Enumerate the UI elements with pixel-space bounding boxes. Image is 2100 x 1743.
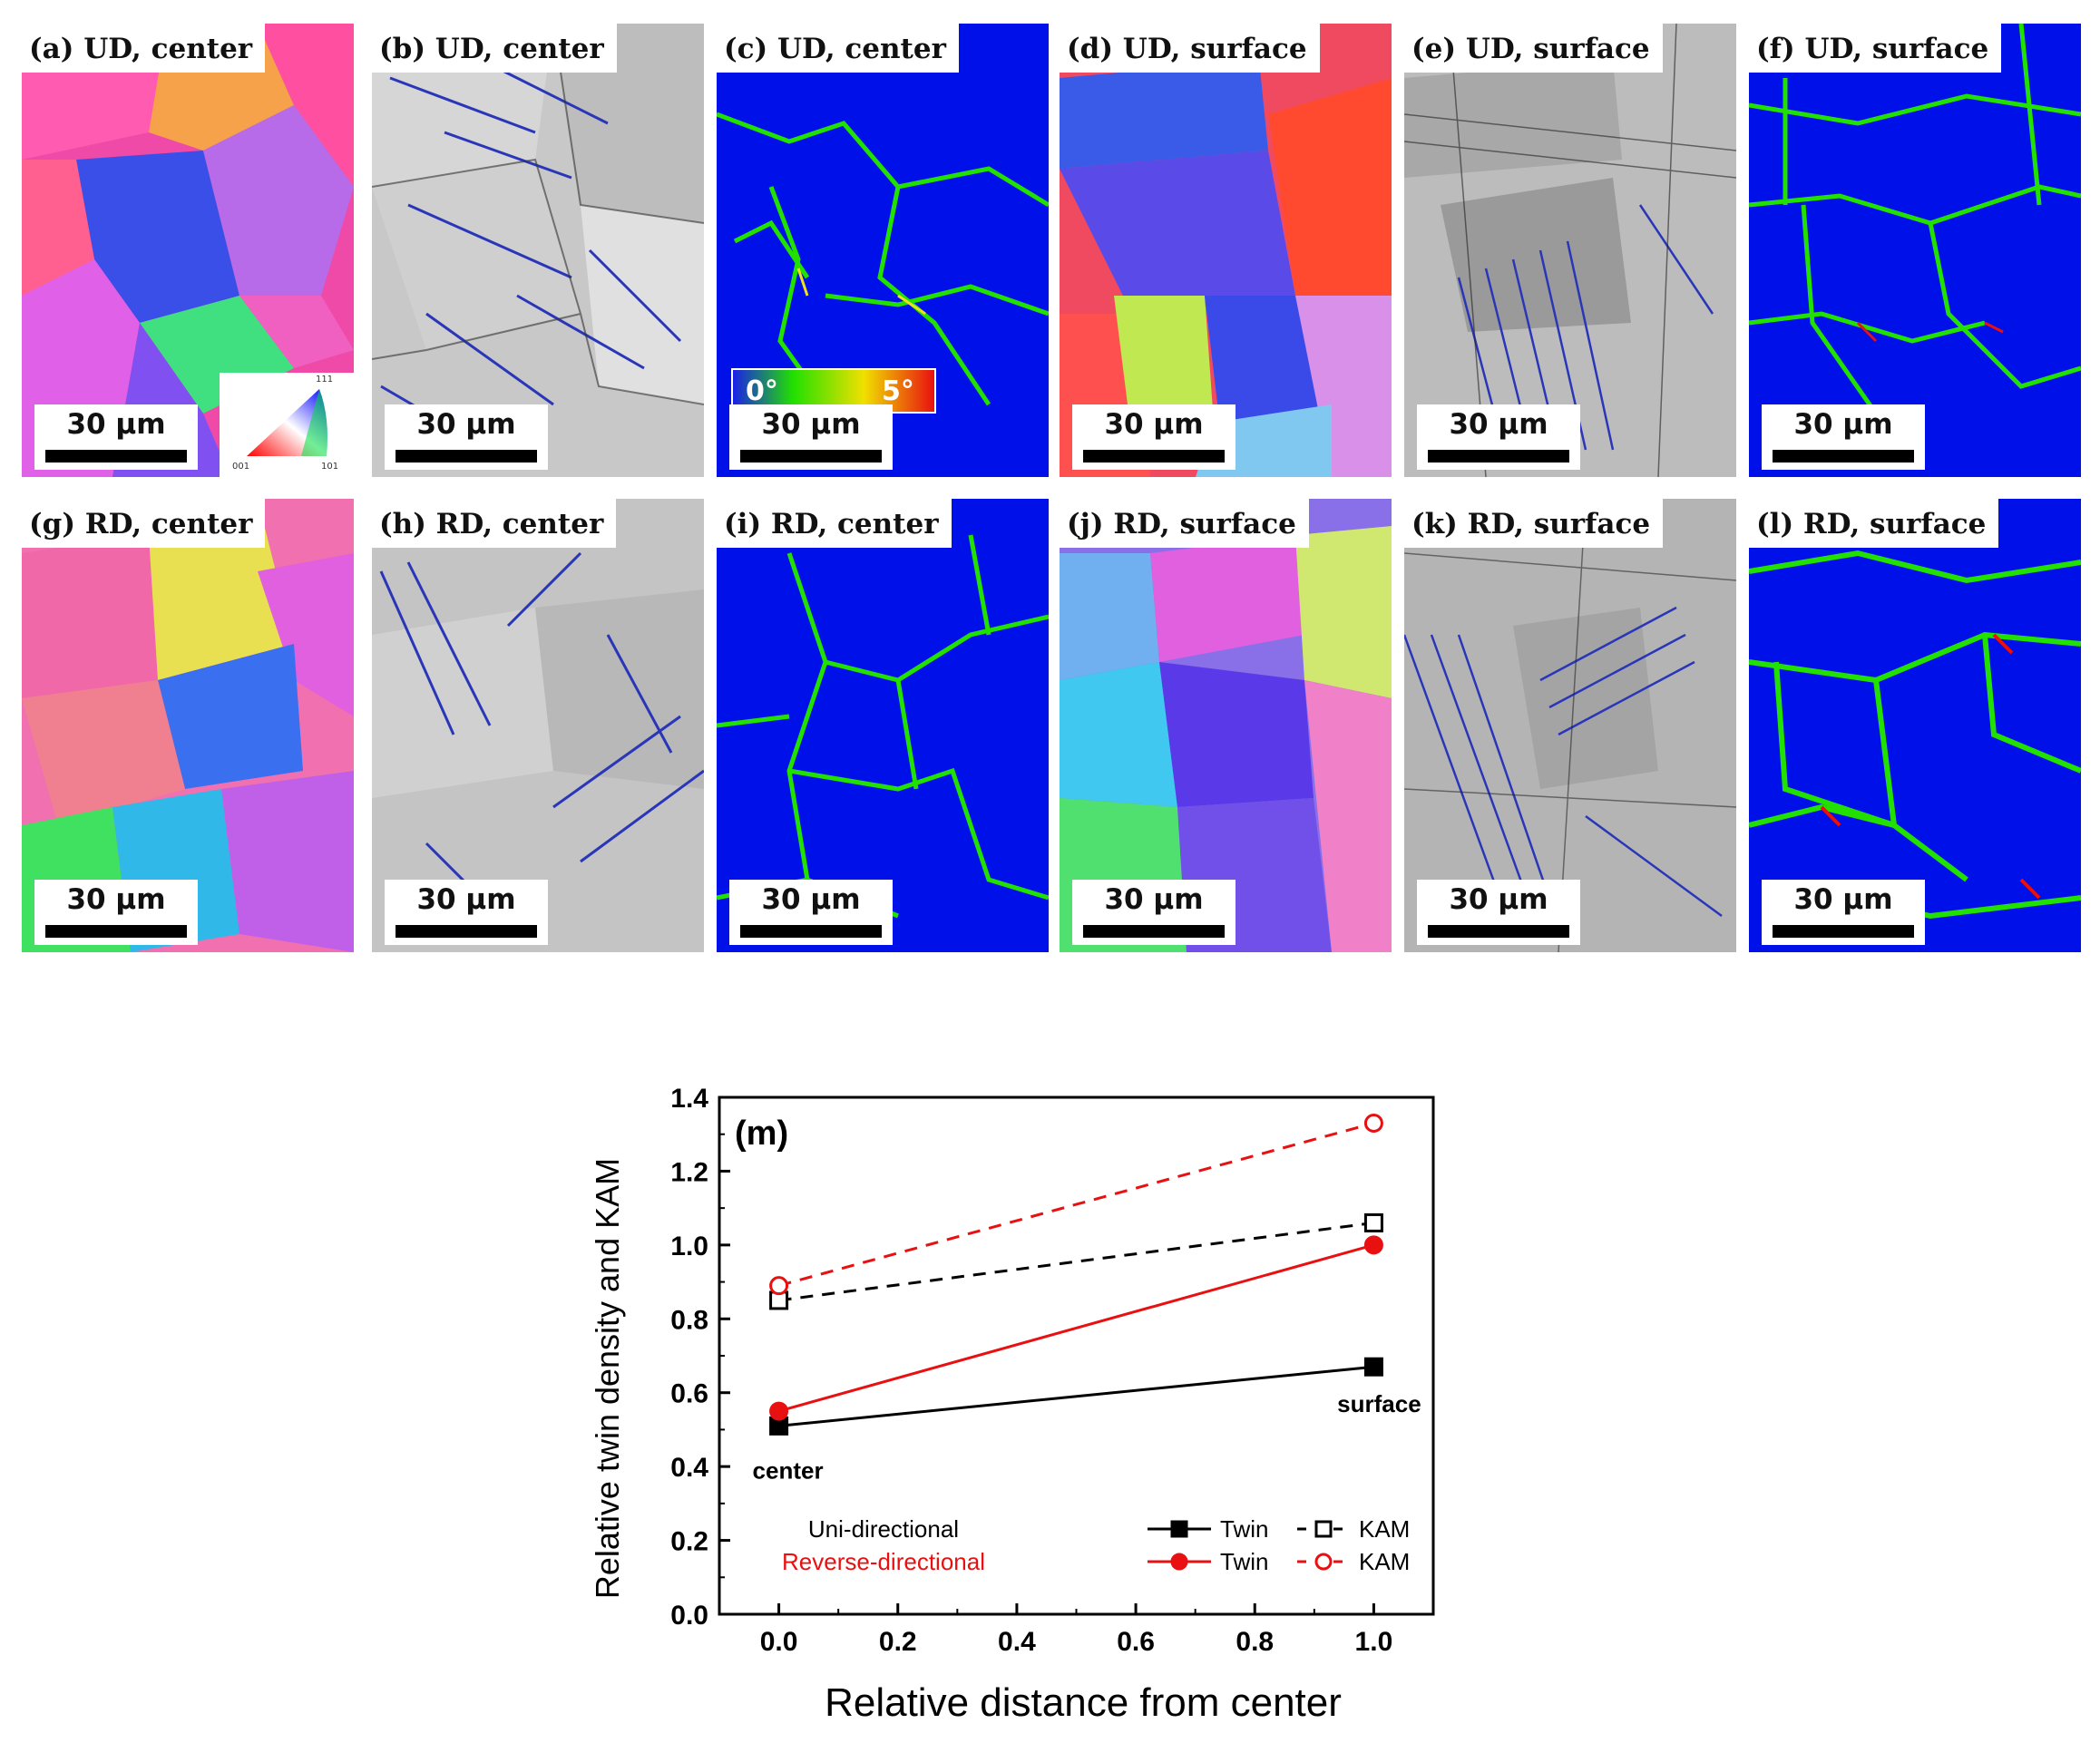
chart-x-axis-label: Relative distance from center	[825, 1680, 1342, 1725]
scale-bar: 30 μm	[729, 880, 893, 945]
panel-label: (h) RD, center	[372, 499, 617, 548]
kam-map	[1749, 24, 2081, 477]
y-tick-label: 0.4	[670, 1453, 708, 1483]
panel-label: (c) UD, center	[717, 24, 959, 73]
panel-g: (g) RD, center 30 μm	[22, 499, 354, 952]
panel-label: (g) RD, center	[22, 499, 266, 548]
scale-bar: 30 μm	[1762, 404, 1925, 470]
panel-label: (a) UD, center	[22, 24, 266, 73]
kam-key-max: 5°	[882, 375, 914, 407]
scale-bar: 30 μm	[1417, 404, 1580, 470]
panel-f: (f) UD, surface 30 μm	[1749, 24, 2081, 477]
legend-entry-label: Twin	[1220, 1548, 1268, 1575]
annotation-label: center	[753, 1456, 824, 1484]
panel-c: (c) UD, center 0° 5° 30 μm	[717, 24, 1049, 477]
scale-bar-text: 30 μm	[1449, 408, 1548, 441]
panel-a: (a) UD, center 111 001 101 30 μm	[22, 24, 354, 477]
data-point	[1363, 1235, 1383, 1255]
image-quality-map	[372, 499, 704, 952]
legend-entry-label: KAM	[1359, 1548, 1410, 1575]
series-line	[778, 1365, 1374, 1427]
panel-i: (i) RD, center 30 μm	[717, 499, 1049, 952]
x-tick-label: 0.8	[1236, 1627, 1274, 1657]
panel-label: (f) UD, surface	[1749, 24, 2002, 73]
scale-bar-text: 30 μm	[1449, 883, 1548, 916]
data-point	[1314, 1553, 1333, 1571]
panel-j: (j) RD, surface 30 μm	[1060, 499, 1392, 952]
panel-label: (i) RD, center	[717, 499, 952, 548]
scale-bar: 30 μm	[1072, 404, 1236, 470]
panel-b: (b) UD, center 30 μm	[372, 24, 704, 477]
panel-h: (h) RD, center 30 μm	[372, 499, 704, 952]
image-quality-map	[1404, 24, 1736, 477]
panel-label: (e) UD, surface	[1404, 24, 1663, 73]
x-tick-label: 0.6	[1117, 1627, 1155, 1657]
scale-bar: 30 μm	[1072, 880, 1236, 945]
legend-entry-label: KAM	[1359, 1515, 1410, 1543]
kam-map	[1749, 499, 2081, 952]
scale-bar: 30 μm	[385, 880, 548, 945]
image-quality-map	[1404, 499, 1736, 952]
series-line	[778, 1122, 1374, 1288]
panel-k: (k) RD, surface 30 μm	[1404, 499, 1736, 952]
y-tick-label: 0.0	[670, 1601, 708, 1631]
y-tick-label: 0.2	[670, 1527, 708, 1557]
scale-bar-text: 30 μm	[1793, 883, 1893, 916]
x-tick-label: 0.0	[760, 1627, 798, 1657]
y-tick-label: 1.4	[670, 1084, 708, 1114]
panel-label: (k) RD, surface	[1404, 499, 1664, 548]
scale-bar-text: 30 μm	[761, 408, 861, 441]
scale-bar-text: 30 μm	[1793, 408, 1893, 441]
legend-group-label: Reverse-directional	[782, 1548, 985, 1575]
scale-bar-text: 30 μm	[761, 883, 861, 916]
panel-d: (d) UD, surface 30 μm	[1060, 24, 1392, 477]
x-tick-label: 1.0	[1355, 1627, 1393, 1657]
y-tick-label: 0.8	[670, 1305, 708, 1335]
scale-bar-text: 30 μm	[66, 408, 166, 441]
data-point	[1170, 1553, 1188, 1571]
data-point	[769, 1401, 789, 1421]
chart-panel-label: (m)	[735, 1115, 788, 1153]
legend-group-label: Uni-directional	[808, 1515, 959, 1543]
ipf-key-label-top: 111	[316, 375, 334, 385]
data-point	[1170, 1520, 1188, 1538]
panel-label: (d) UD, surface	[1060, 24, 1320, 73]
scale-bar: 30 μm	[34, 880, 198, 945]
panel-label: (j) RD, surface	[1060, 499, 1309, 548]
ipf-key-label-right: 101	[321, 462, 339, 472]
series-line	[778, 1243, 1374, 1413]
ipf-map	[1060, 499, 1392, 952]
scale-bar-text: 30 μm	[416, 408, 516, 441]
annotation-label: surface	[1337, 1390, 1421, 1417]
legend-entry-label: Twin	[1220, 1515, 1268, 1543]
panel-label: (b) UD, center	[372, 24, 617, 73]
chart-y-axis-label: Relative twin density and KAM	[589, 1158, 626, 1599]
scale-bar: 30 μm	[1417, 880, 1580, 945]
data-point	[1363, 1114, 1383, 1133]
scale-bar: 30 μm	[1762, 880, 1925, 945]
data-point	[1363, 1357, 1383, 1377]
data-point	[1363, 1212, 1383, 1232]
scale-bar: 30 μm	[34, 404, 198, 470]
twin-kam-chart: (m) Relative twin density and KAM Relati…	[589, 1084, 1435, 1725]
ipf-color-key: 111 001 101	[220, 373, 354, 477]
x-tick-label: 0.2	[879, 1627, 917, 1657]
scale-bar-text: 30 μm	[1104, 883, 1204, 916]
y-tick-label: 1.0	[670, 1232, 708, 1261]
scale-bar: 30 μm	[385, 404, 548, 470]
panel-l: (l) RD, surface 30 μm	[1749, 499, 2081, 952]
scale-bar-text: 30 μm	[1104, 408, 1204, 441]
panel-label: (l) RD, surface	[1749, 499, 1999, 548]
x-tick-label: 0.4	[998, 1627, 1036, 1657]
panel-e: (e) UD, surface 30 μm	[1404, 24, 1736, 477]
scale-bar-text: 30 μm	[66, 883, 166, 916]
y-tick-label: 0.6	[670, 1379, 708, 1409]
scale-bar: 30 μm	[729, 404, 893, 470]
y-tick-label: 1.2	[670, 1157, 708, 1187]
kam-key-min: 0°	[746, 375, 778, 407]
ipf-key-label-left: 001	[232, 462, 250, 472]
scale-bar-text: 30 μm	[416, 883, 516, 916]
data-point	[1314, 1520, 1333, 1538]
data-point	[769, 1276, 789, 1296]
